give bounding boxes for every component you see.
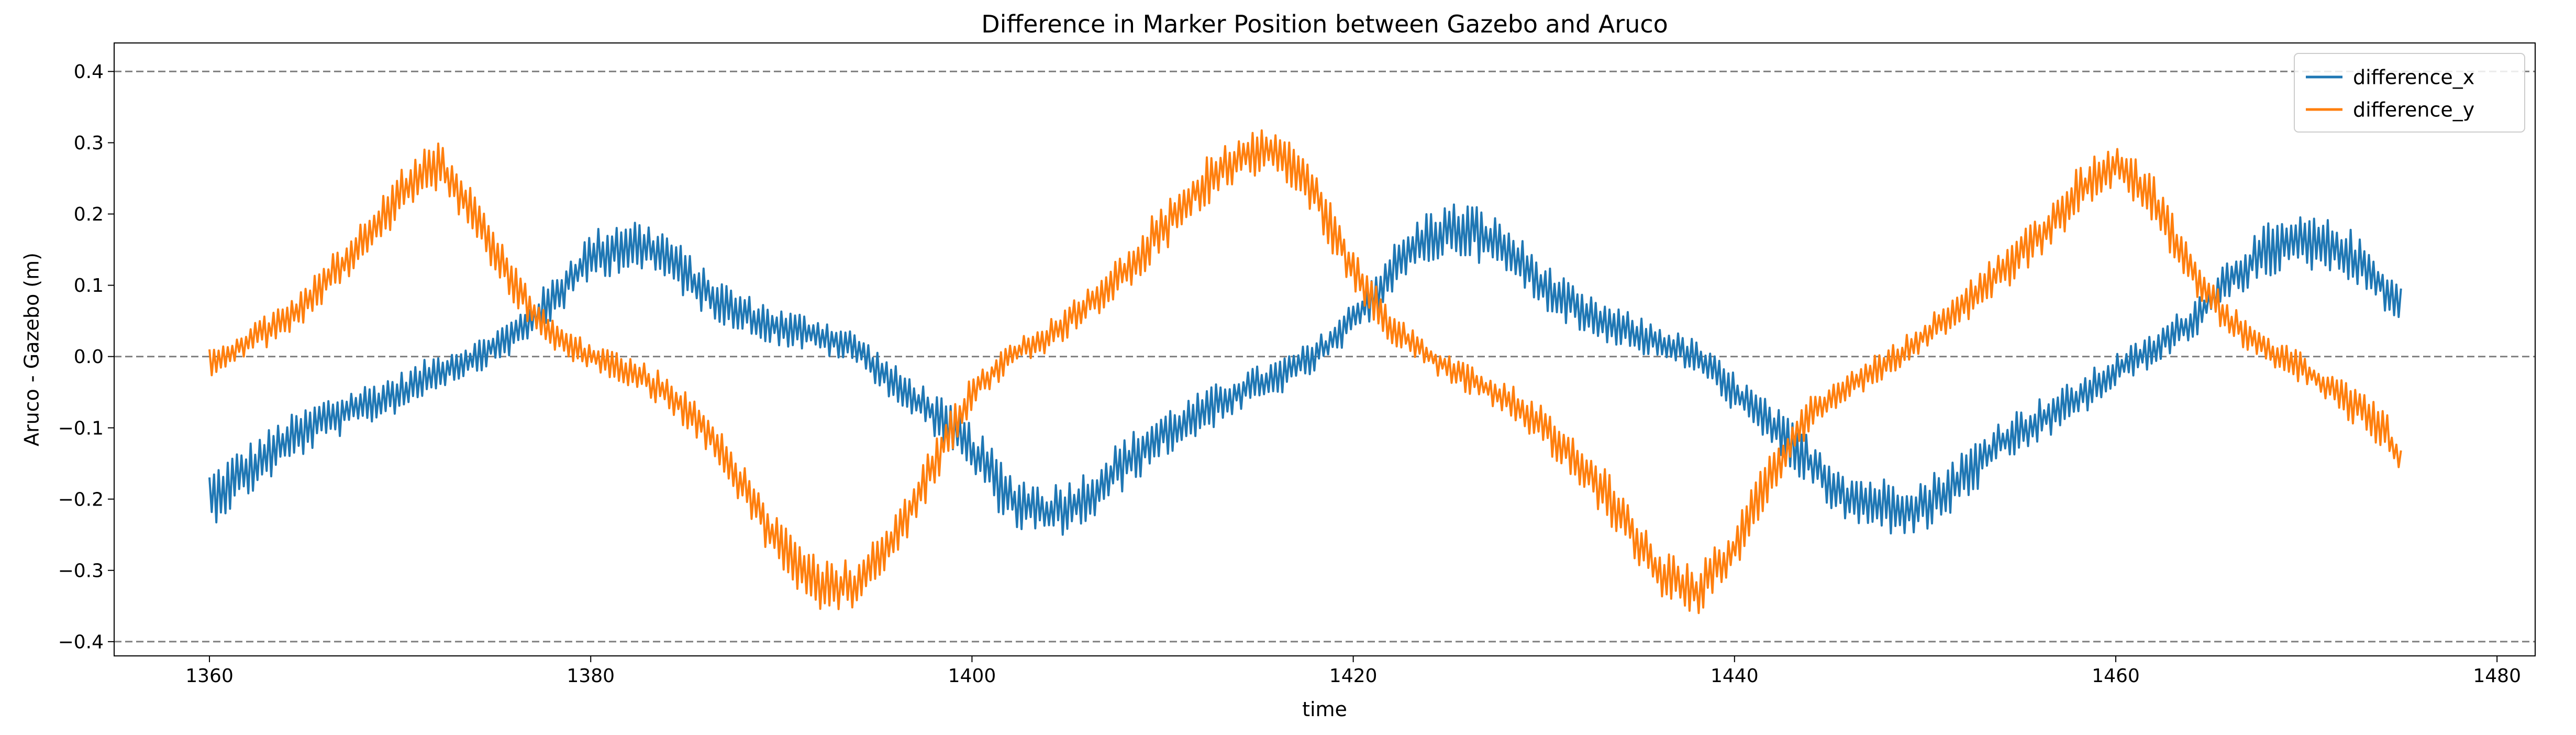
series-line-difference_x [208, 203, 2402, 536]
x-axis: 1360 1380 1400 1420 1440 1460 1480 [185, 656, 2521, 687]
series-lines [208, 129, 2402, 615]
y-tick-label: 0.3 [74, 133, 104, 154]
y-tick-label: −0.1 [58, 418, 104, 439]
legend-label: difference_y [2353, 98, 2474, 121]
x-tick-label: 1360 [185, 665, 234, 687]
chart-title: Difference in Marker Position between Ga… [981, 10, 1668, 38]
x-tick-label: 1420 [1329, 665, 1378, 687]
x-tick-label: 1380 [567, 665, 615, 687]
y-axis-title: Aruco - Gazebo (m) [20, 253, 43, 446]
x-axis-title: time [1302, 698, 1347, 721]
plot-area [114, 42, 2536, 656]
y-tick-label: 0.0 [74, 346, 104, 368]
x-tick-label: 1460 [2092, 665, 2140, 687]
y-tick-label: −0.2 [58, 489, 104, 510]
legend-label: difference_x [2353, 65, 2474, 89]
y-axis: −0.4 −0.3 −0.2 −0.1 0.0 0.1 0.2 0.3 0.4 [58, 61, 114, 653]
legend-box [2294, 53, 2525, 133]
x-tick-label: 1440 [1711, 665, 1759, 687]
legend: difference_x difference_y [2294, 53, 2525, 133]
y-tick-label: −0.4 [58, 631, 104, 653]
y-tick-label: 0.1 [74, 275, 104, 297]
y-tick-label: 0.4 [74, 61, 104, 83]
series-line-difference_y [208, 129, 2402, 615]
y-tick-label: −0.3 [58, 560, 104, 582]
y-tick-label: 0.2 [74, 204, 104, 225]
x-tick-label: 1400 [948, 665, 996, 687]
x-tick-label: 1480 [2473, 665, 2521, 687]
